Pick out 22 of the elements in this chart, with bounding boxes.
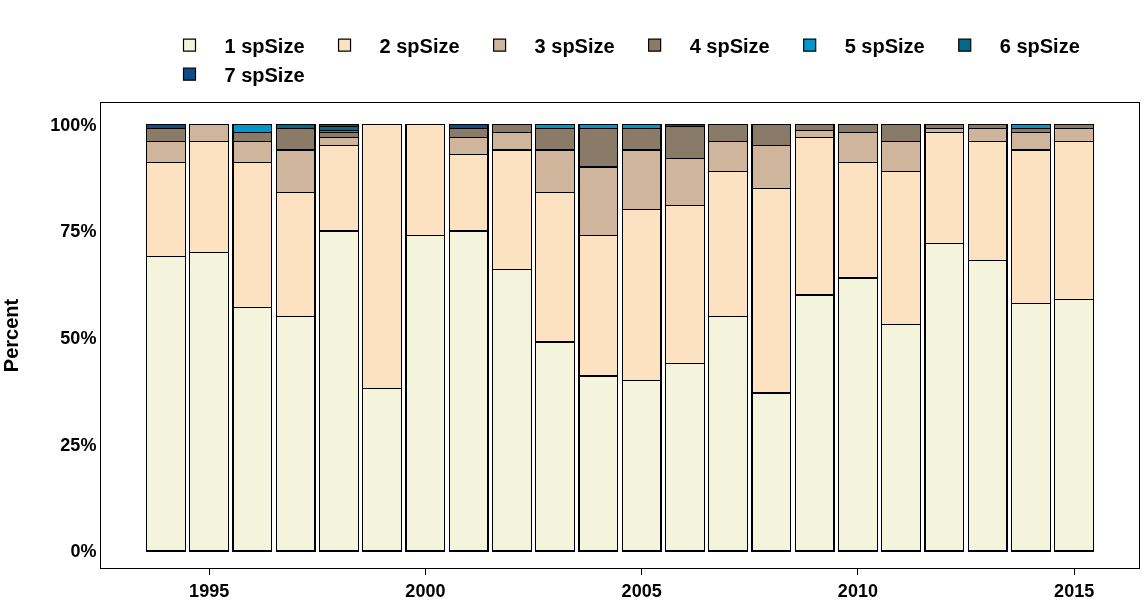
x-tick-label: 2010 — [837, 580, 878, 601]
bar — [924, 123, 965, 130]
bar — [318, 123, 359, 128]
y-tick-label: 50% — [60, 327, 97, 348]
legend-label: 4 spSize — [689, 35, 770, 57]
legend-label: 7 spSize — [224, 64, 305, 86]
x-tick-label: 1995 — [189, 580, 230, 601]
y-tick-label: 100% — [50, 114, 97, 135]
legend-label: 3 spSize — [534, 35, 615, 57]
x-tick-label: 2015 — [1054, 580, 1095, 601]
legend-label: 5 spSize — [844, 35, 925, 57]
y-axis-title: Percent — [0, 298, 22, 373]
y-tick-label: 0% — [70, 541, 97, 562]
legend-label: 1 spSize — [224, 35, 305, 57]
bar — [318, 130, 359, 134]
y-tick-label: 25% — [60, 434, 97, 455]
x-tick-label: 2005 — [621, 580, 662, 601]
legend-label: 6 spSize — [999, 35, 1080, 57]
bar — [1010, 123, 1051, 130]
x-tick-label: 2000 — [405, 580, 446, 601]
legend-label: 2 spSize — [379, 35, 460, 57]
y-tick-label: 75% — [60, 221, 97, 242]
